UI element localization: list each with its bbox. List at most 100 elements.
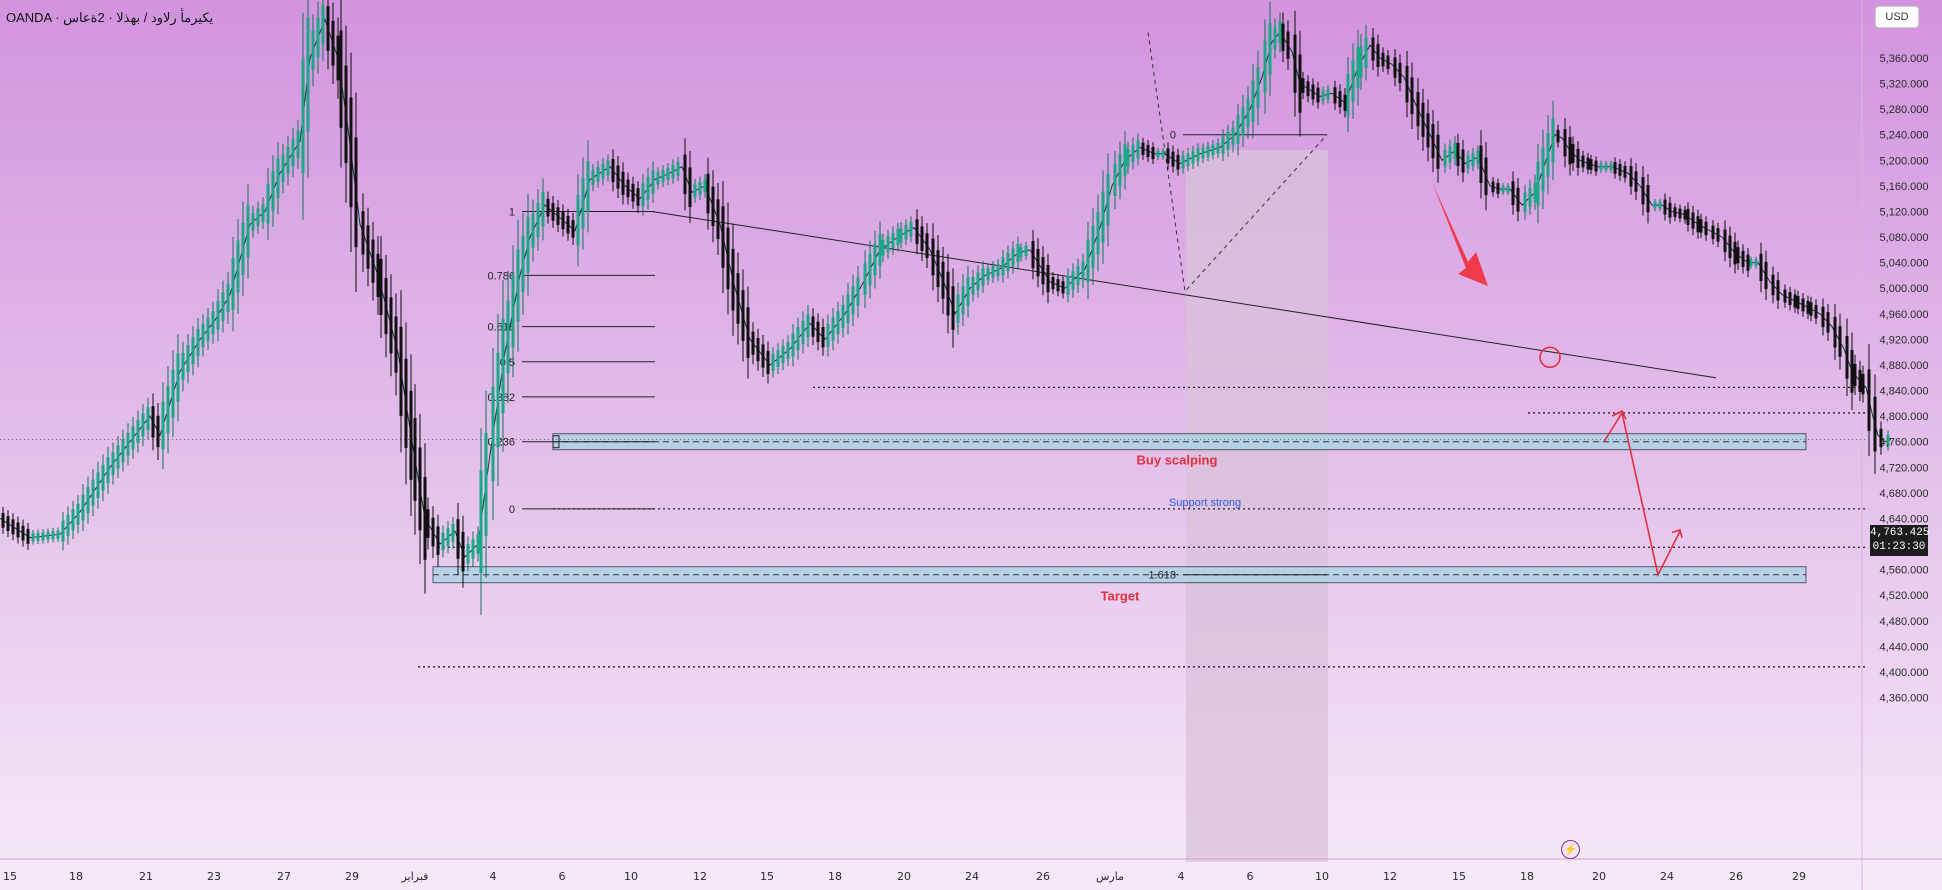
candle	[1343, 94, 1347, 111]
candle	[526, 216, 530, 273]
candle	[251, 212, 255, 231]
candle	[441, 532, 445, 551]
candle	[66, 514, 70, 536]
candle	[1471, 153, 1475, 167]
candle	[863, 263, 867, 296]
candle	[1338, 91, 1342, 108]
candle	[726, 227, 730, 290]
candle	[71, 509, 75, 531]
candle	[651, 170, 655, 194]
target-label: Target	[1101, 589, 1140, 604]
candle	[409, 390, 413, 480]
candle	[915, 219, 919, 244]
candle	[136, 419, 140, 444]
candle	[1886, 434, 1890, 447]
symbol-title: OANDA · يكيرمأ رلاود / بهذلا · 2ةعاس	[6, 10, 214, 25]
candle	[1176, 154, 1180, 170]
candle	[331, 20, 335, 66]
candle	[1263, 40, 1267, 93]
candle	[781, 346, 785, 364]
candle	[1359, 46, 1363, 78]
candle	[1571, 144, 1575, 164]
candle	[1461, 149, 1465, 173]
candle	[296, 130, 300, 158]
candle	[281, 154, 285, 182]
down-arrow-icon	[1432, 182, 1488, 286]
x-tick-label: 20	[1592, 870, 1606, 883]
candle	[909, 222, 913, 237]
candle	[1171, 151, 1175, 167]
candle	[344, 65, 348, 163]
candle	[1673, 207, 1677, 218]
candle	[1556, 129, 1560, 143]
candle	[1776, 280, 1780, 301]
currency-button[interactable]: USD	[1875, 6, 1919, 28]
candle	[511, 274, 515, 348]
candle	[1086, 239, 1090, 282]
y-tick-label: 4,720.000	[1880, 462, 1929, 474]
candle	[1118, 154, 1122, 187]
candle	[1646, 185, 1650, 213]
candle	[1594, 160, 1598, 172]
candle	[476, 534, 480, 554]
candle	[1186, 153, 1190, 167]
candle	[1256, 67, 1260, 109]
candle	[156, 415, 160, 448]
candle	[1861, 373, 1865, 395]
candle	[1041, 257, 1045, 285]
candle	[46, 531, 50, 540]
x-tick-label: 4	[1178, 870, 1185, 883]
candle	[1181, 155, 1185, 169]
y-tick-label: 4,680.000	[1880, 488, 1929, 500]
candle	[1826, 312, 1830, 333]
candle	[1356, 46, 1360, 89]
candle	[1001, 257, 1005, 276]
candle	[176, 353, 180, 402]
candle	[1306, 81, 1310, 97]
candle	[1351, 60, 1355, 102]
candle	[1191, 150, 1195, 164]
candle	[966, 277, 970, 306]
candle	[141, 413, 145, 437]
x-tick-label: 10	[1315, 870, 1329, 883]
candle	[196, 328, 200, 357]
y-tick-label: 4,520.000	[1880, 590, 1929, 602]
candle	[1581, 155, 1585, 168]
candle	[466, 544, 470, 564]
candle	[1081, 261, 1085, 281]
candle	[446, 528, 450, 546]
candle	[1006, 252, 1010, 271]
candle	[1226, 131, 1230, 150]
candle	[656, 172, 660, 185]
candle	[1704, 221, 1708, 236]
x-tick-label: 15	[1452, 870, 1466, 883]
candle	[1809, 302, 1813, 316]
candle	[1723, 229, 1727, 252]
y-tick-label: 4,920.000	[1880, 334, 1929, 346]
projection-arrowhead-1	[1611, 409, 1627, 420]
candle	[1523, 192, 1527, 212]
candle	[1479, 145, 1483, 184]
candle	[291, 138, 295, 166]
y-tick-label: 5,360.000	[1880, 53, 1929, 65]
candle	[1311, 84, 1315, 100]
candle	[236, 240, 240, 293]
candle	[951, 286, 955, 330]
x-tick-label: 12	[1383, 870, 1397, 883]
candle	[506, 300, 510, 374]
candle	[376, 253, 380, 298]
candle	[616, 165, 620, 189]
candle	[586, 161, 590, 212]
x-tick-label: 20	[897, 870, 911, 883]
candle	[261, 204, 265, 222]
lightning-icon[interactable]: ⚡	[1561, 840, 1580, 859]
candle	[1393, 57, 1397, 78]
candle	[688, 167, 692, 207]
candle	[81, 494, 85, 521]
candle	[1759, 253, 1763, 282]
candle	[1496, 183, 1500, 194]
x-tick-label: 12	[693, 870, 707, 883]
candle	[751, 331, 755, 355]
candle	[976, 272, 980, 291]
